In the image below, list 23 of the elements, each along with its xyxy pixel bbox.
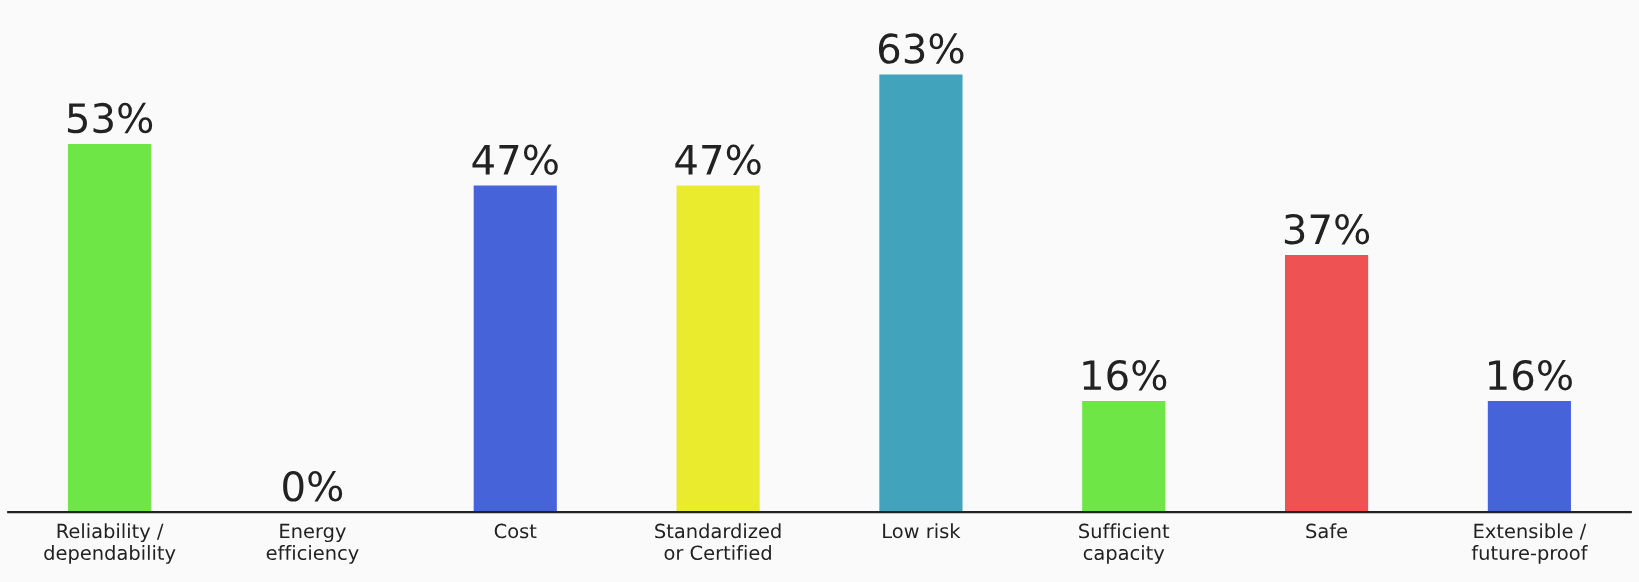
data-label: 37% — [1284, 214, 1370, 245]
bar — [1284, 255, 1369, 513]
x-tick-label: Cost — [494, 523, 537, 539]
x-tick-label: Standardized or Certified — [655, 523, 781, 561]
bar — [473, 185, 557, 513]
x-tick-label: Reliability / dependability — [44, 523, 176, 564]
bar — [676, 185, 760, 513]
x-tick-label: Safe — [1306, 523, 1348, 539]
data-label: 53% — [67, 102, 153, 134]
x-tick-label: Sufficient capacity — [1079, 523, 1170, 564]
data-label: 16% — [1083, 359, 1167, 391]
data-label: 0% — [283, 471, 343, 502]
x-tick-label: Energy efficiency — [266, 523, 359, 564]
data-label: 47% — [675, 144, 761, 176]
bar — [1082, 400, 1166, 513]
x-tick-label: Low risk — [883, 523, 961, 539]
bar — [1487, 400, 1571, 513]
data-label: 47% — [472, 144, 558, 176]
bar — [68, 143, 152, 513]
x-tick-label: Extensible / future-proof — [1471, 523, 1588, 564]
data-label: 16% — [1489, 359, 1572, 391]
data-label: 63% — [878, 33, 964, 64]
bar — [879, 74, 963, 513]
